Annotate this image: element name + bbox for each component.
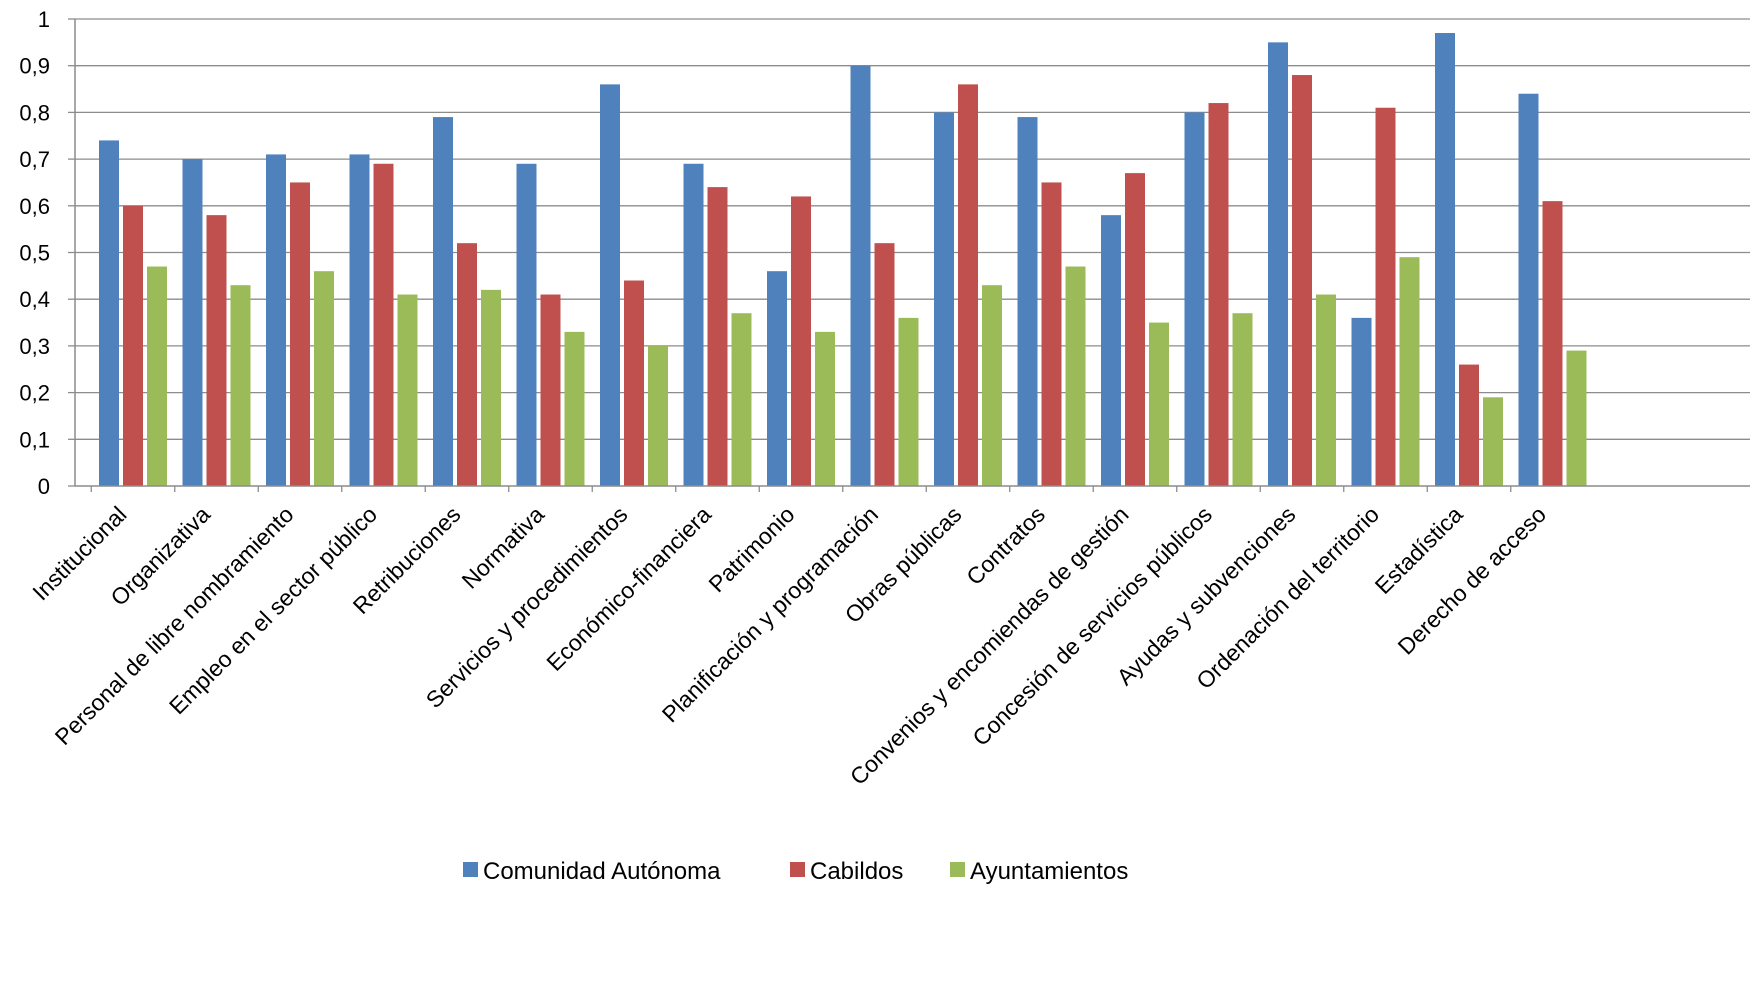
bar-cabildos — [874, 243, 895, 486]
bar-ayuntamientos — [147, 266, 167, 486]
bar-cabildos — [1041, 182, 1062, 486]
bar-cabildos — [1208, 103, 1229, 486]
legend-label: Comunidad Autónoma — [483, 858, 721, 885]
bar-cabildos — [206, 215, 227, 486]
bar-cabildos — [1375, 107, 1396, 486]
x-tick-label: Económico-financiera — [541, 501, 716, 676]
legend-swatch — [463, 862, 478, 877]
bar-comunidad-autónoma — [1435, 33, 1455, 486]
bar-ayuntamientos — [314, 271, 334, 486]
y-tick-label: 0,1 — [19, 427, 50, 452]
y-tick-label: 0,6 — [19, 194, 50, 219]
bar-ayuntamientos — [397, 294, 418, 486]
bar-comunidad-autónoma — [433, 117, 453, 486]
bar-cabildos — [1542, 201, 1563, 486]
bar-comunidad-autónoma — [767, 271, 787, 486]
bar-ayuntamientos — [564, 331, 585, 486]
y-tick-label: 0,7 — [19, 147, 50, 172]
legend-swatch — [790, 862, 805, 877]
bar-comunidad-autónoma — [349, 154, 370, 486]
bar-ayuntamientos — [898, 317, 919, 486]
bar-ayuntamientos — [731, 313, 752, 486]
bar-ayuntamientos — [982, 285, 1002, 486]
bar-comunidad-autónoma — [516, 163, 537, 486]
bar-ayuntamientos — [481, 289, 501, 486]
bars — [99, 33, 1587, 487]
bar-cabildos — [1292, 75, 1312, 486]
bar-comunidad-autónoma — [99, 140, 119, 487]
y-tick-label: 0,9 — [19, 54, 50, 79]
bar-comunidad-autónoma — [1518, 93, 1539, 486]
bar-cabildos — [290, 182, 310, 486]
x-tick-label: Contratos — [961, 501, 1050, 590]
bar-comunidad-autónoma — [1101, 215, 1121, 486]
legend-swatch — [950, 862, 965, 877]
bar-comunidad-autónoma — [850, 65, 871, 486]
bar-ayuntamientos — [1149, 322, 1169, 486]
bar-cabildos — [958, 84, 978, 486]
bar-ayuntamientos — [1399, 257, 1420, 486]
bar-ayuntamientos — [1483, 397, 1503, 486]
bar-ayuntamientos — [230, 285, 251, 486]
bar-comunidad-autónoma — [600, 84, 620, 486]
axes — [68, 18, 1750, 492]
bar-cabildos — [1459, 364, 1479, 486]
bar-cabildos — [624, 280, 644, 486]
bar-cabildos — [707, 187, 728, 486]
bar-comunidad-autónoma — [683, 163, 704, 486]
bar-comunidad-autónoma — [1184, 112, 1205, 487]
bar-ayuntamientos — [1316, 294, 1336, 486]
bar-comunidad-autónoma — [1268, 42, 1288, 486]
y-tick-label: 0 — [38, 474, 50, 499]
bar-comunidad-autónoma — [934, 112, 954, 487]
y-tick-label: 0,8 — [19, 100, 50, 125]
bar-comunidad-autónoma — [266, 154, 286, 486]
y-tick-label: 0,2 — [19, 381, 50, 406]
legend: Comunidad Autónoma Cabildos Ayuntamientos — [463, 858, 1128, 885]
bar-cabildos — [540, 294, 561, 486]
x-tick-label: Derecho de acceso — [1393, 501, 1552, 660]
y-tick-label: 0,5 — [19, 241, 50, 266]
y-tick-label: 1 — [38, 7, 50, 32]
y-tick-label: 0,3 — [19, 334, 50, 359]
bar-comunidad-autónoma — [182, 159, 203, 486]
legend-label: Ayuntamientos — [970, 858, 1128, 885]
bar-cabildos — [791, 196, 811, 486]
bar-cabildos — [1125, 173, 1145, 487]
bar-cabildos — [373, 163, 394, 486]
y-tick-labels: 0 0,1 0,2 0,3 0,4 0,5 0,6 0,7 0,8 0,9 1 — [19, 7, 50, 499]
bar-ayuntamientos — [648, 345, 668, 486]
y-tick-label: 0,4 — [19, 287, 50, 312]
bar-ayuntamientos — [1232, 313, 1253, 486]
bar-ayuntamientos — [1065, 266, 1086, 486]
bar-ayuntamientos — [815, 331, 835, 486]
bar-cabildos — [457, 243, 477, 486]
bar-comunidad-autónoma — [1351, 317, 1372, 486]
bar-ayuntamientos — [1566, 350, 1587, 486]
legend-label: Cabildos — [810, 858, 903, 885]
bar-comunidad-autónoma — [1017, 117, 1038, 486]
bar-cabildos — [123, 205, 143, 487]
